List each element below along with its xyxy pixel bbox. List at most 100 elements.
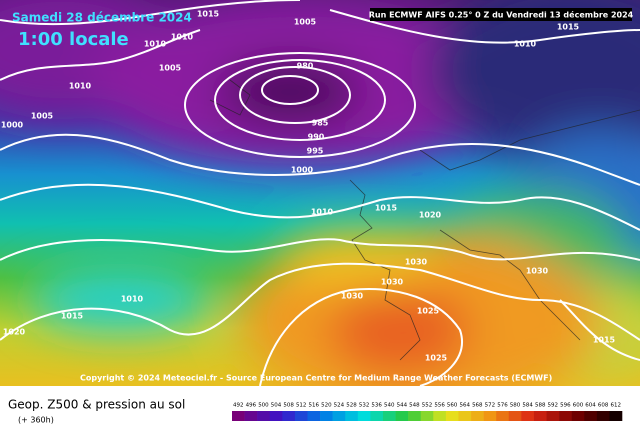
local-time: 1:00 locale — [18, 29, 129, 50]
colorbar-label: 524 — [334, 403, 345, 409]
colorbar-label: 532 — [359, 403, 370, 409]
colorbar-swatch — [382, 411, 396, 421]
isobar-label: 1010 — [171, 33, 194, 42]
isobar-label: 1030 — [341, 292, 364, 301]
colorbar-label: 508 — [283, 403, 294, 409]
colorbar-swatch — [471, 411, 484, 421]
colorbar-label: 500 — [258, 403, 269, 409]
isobar-label: 1015 — [197, 10, 220, 19]
colorbar-label: 512 — [296, 403, 307, 409]
colorbar-swatch — [269, 411, 283, 421]
colorbar-swatch — [433, 411, 447, 421]
colorbar-label: 536 — [371, 403, 382, 409]
colorbar-label: 604 — [585, 403, 596, 409]
colorbar-label: 608 — [598, 403, 609, 409]
isobar-label: 1005 — [159, 64, 182, 73]
colorbar-label: 568 — [472, 403, 483, 409]
isobar-label: 1025 — [425, 354, 448, 363]
colorbar-label: 548 — [409, 403, 420, 409]
isobar-label: 1000 — [291, 166, 314, 175]
colorbar-label: 520 — [321, 403, 332, 409]
colorbar-swatch — [533, 411, 547, 421]
colorbar-swatch — [370, 411, 384, 421]
colorbar-label: 556 — [434, 403, 445, 409]
isobars — [0, 0, 640, 386]
isobar-label: 1030 — [405, 258, 428, 267]
colorbar-label: 504 — [271, 403, 282, 409]
colorbar-label: 496 — [246, 403, 257, 409]
colorbar-label: 588 — [535, 403, 546, 409]
colorbar-label: 576 — [497, 403, 508, 409]
colorbar-label: 572 — [485, 403, 496, 409]
colorbar-swatch — [294, 411, 308, 421]
colorbar-swatch — [596, 411, 610, 421]
colorbar-swatch — [445, 411, 459, 421]
map — [0, 0, 640, 386]
colorbar-swatch — [320, 411, 333, 421]
isobar-label: 1020 — [419, 211, 442, 220]
isobar-label: 1000 — [1, 121, 24, 130]
colorbar-swatch — [332, 411, 346, 421]
colorbar-swatch — [257, 411, 271, 421]
colorbar-swatch — [609, 411, 623, 421]
colorbar-label: 612 — [610, 403, 621, 409]
colorbar-swatch — [244, 411, 258, 421]
isobar-label: 1015 — [375, 204, 398, 213]
colorbar-swatch — [282, 411, 296, 421]
isobar-label: 1015 — [557, 23, 580, 32]
colorbar-label: 564 — [459, 403, 470, 409]
colorbar-label: 600 — [573, 403, 584, 409]
isobar-label: 1005 — [294, 18, 317, 27]
colorbar-swatch — [345, 411, 359, 421]
colorbar-label: 492 — [233, 403, 244, 409]
colorbar-swatch — [559, 411, 572, 421]
isobar-label: 1010 — [311, 208, 334, 217]
isobar-label: 995 — [307, 147, 324, 156]
colorbar-swatch — [521, 411, 535, 421]
isobar-label: 1010 — [121, 295, 144, 304]
colorbar-swatch — [584, 411, 598, 421]
colorbar-label: 544 — [397, 403, 408, 409]
colorbar-swatch — [508, 411, 522, 421]
colorbar-swatch — [420, 411, 434, 421]
colorbar-swatch — [458, 411, 472, 421]
colorbar-label: 560 — [447, 403, 458, 409]
colorbar-swatch — [546, 411, 560, 421]
colorbar-label: 584 — [522, 403, 533, 409]
run-info: Run ECMWF AIFS 0.25° 0 Z du Vendredi 13 … — [369, 10, 634, 20]
copyright: Copyright © 2024 Meteociel.fr - Source E… — [80, 374, 552, 383]
isobar-label: 1015 — [61, 312, 84, 321]
run-box — [370, 8, 632, 21]
footer-title: Geop. Z500 & pression au sol — [8, 398, 185, 412]
isobar-label: 1015 — [593, 336, 616, 345]
colorbar-swatch — [483, 411, 497, 421]
colorbar-swatch — [408, 411, 422, 421]
isobar-label: 1010 — [144, 40, 167, 49]
colorbar-label: 596 — [560, 403, 571, 409]
isobar-label: 980 — [297, 62, 314, 71]
isobar-label: 1030 — [526, 267, 549, 276]
date: Samedi 28 décembre 2024 — [12, 11, 192, 25]
colorbar-label: 552 — [422, 403, 433, 409]
colorbar-swatch — [571, 411, 585, 421]
colorbar-swatch — [496, 411, 510, 421]
colorbar-label: 528 — [346, 403, 357, 409]
isobar-label: 985 — [312, 119, 329, 128]
isobar-label: 1020 — [3, 328, 26, 337]
isobar-label: 1010 — [69, 82, 92, 91]
colorbar-swatch — [357, 411, 371, 421]
colorbar-label: 592 — [548, 403, 559, 409]
colorbar-swatch — [395, 411, 409, 421]
isobar-label: 1030 — [381, 278, 404, 287]
colorbar-label: 580 — [510, 403, 521, 409]
colorbar-label: 516 — [309, 403, 320, 409]
isobar-label: 1025 — [417, 307, 440, 316]
isobar-label: 1010 — [514, 40, 537, 49]
colorbar-label: 540 — [384, 403, 395, 409]
footer-lead: (+ 360h) — [18, 416, 54, 425]
isobar-label: 1005 — [31, 112, 54, 121]
colorbar-swatch — [232, 411, 245, 421]
isobar-label: 990 — [308, 133, 325, 142]
colorbar-swatch — [307, 411, 321, 421]
